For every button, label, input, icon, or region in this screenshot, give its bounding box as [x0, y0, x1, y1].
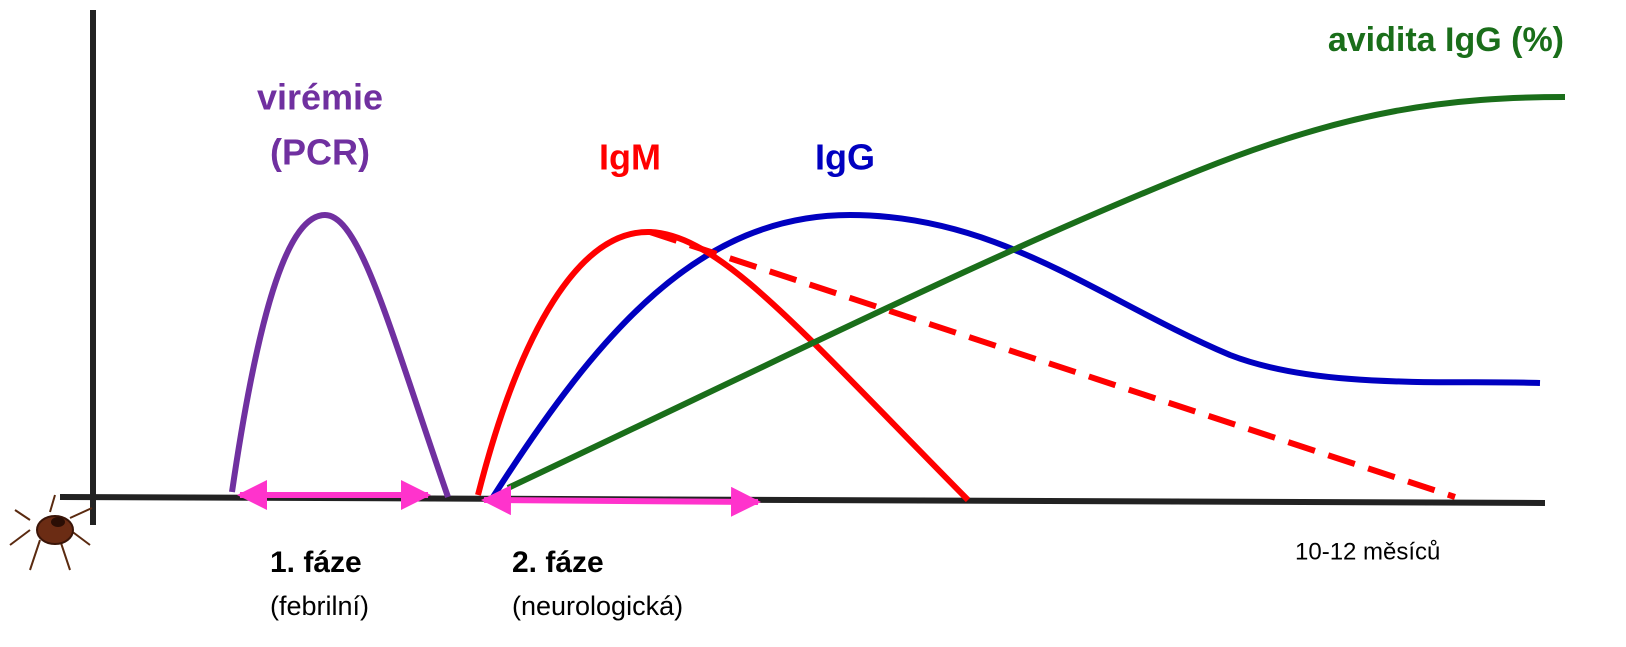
phase-title: 1. fáze [270, 546, 362, 579]
label: IgM [599, 137, 661, 178]
phase-arrow [484, 500, 758, 502]
igg-curve [493, 215, 1540, 497]
label: virémie [257, 77, 383, 118]
label: avidita IgG (%) [1328, 21, 1564, 59]
tick-icon [10, 495, 92, 570]
label: IgG [815, 137, 875, 178]
avidity-curve [508, 97, 1565, 488]
phase-subtitle: (neurologická) [512, 591, 683, 621]
label: (PCR) [270, 132, 370, 173]
axis-note: 10-12 měsíců [1295, 538, 1440, 565]
phase-subtitle: (febrilní) [270, 591, 369, 621]
igm-curve [478, 232, 968, 500]
phase-title: 2. fáze [512, 546, 604, 579]
diagram: virémie (PCR) IgM IgG avidita IgG (%) 1.… [0, 0, 1626, 647]
viremia-curve [232, 215, 448, 497]
